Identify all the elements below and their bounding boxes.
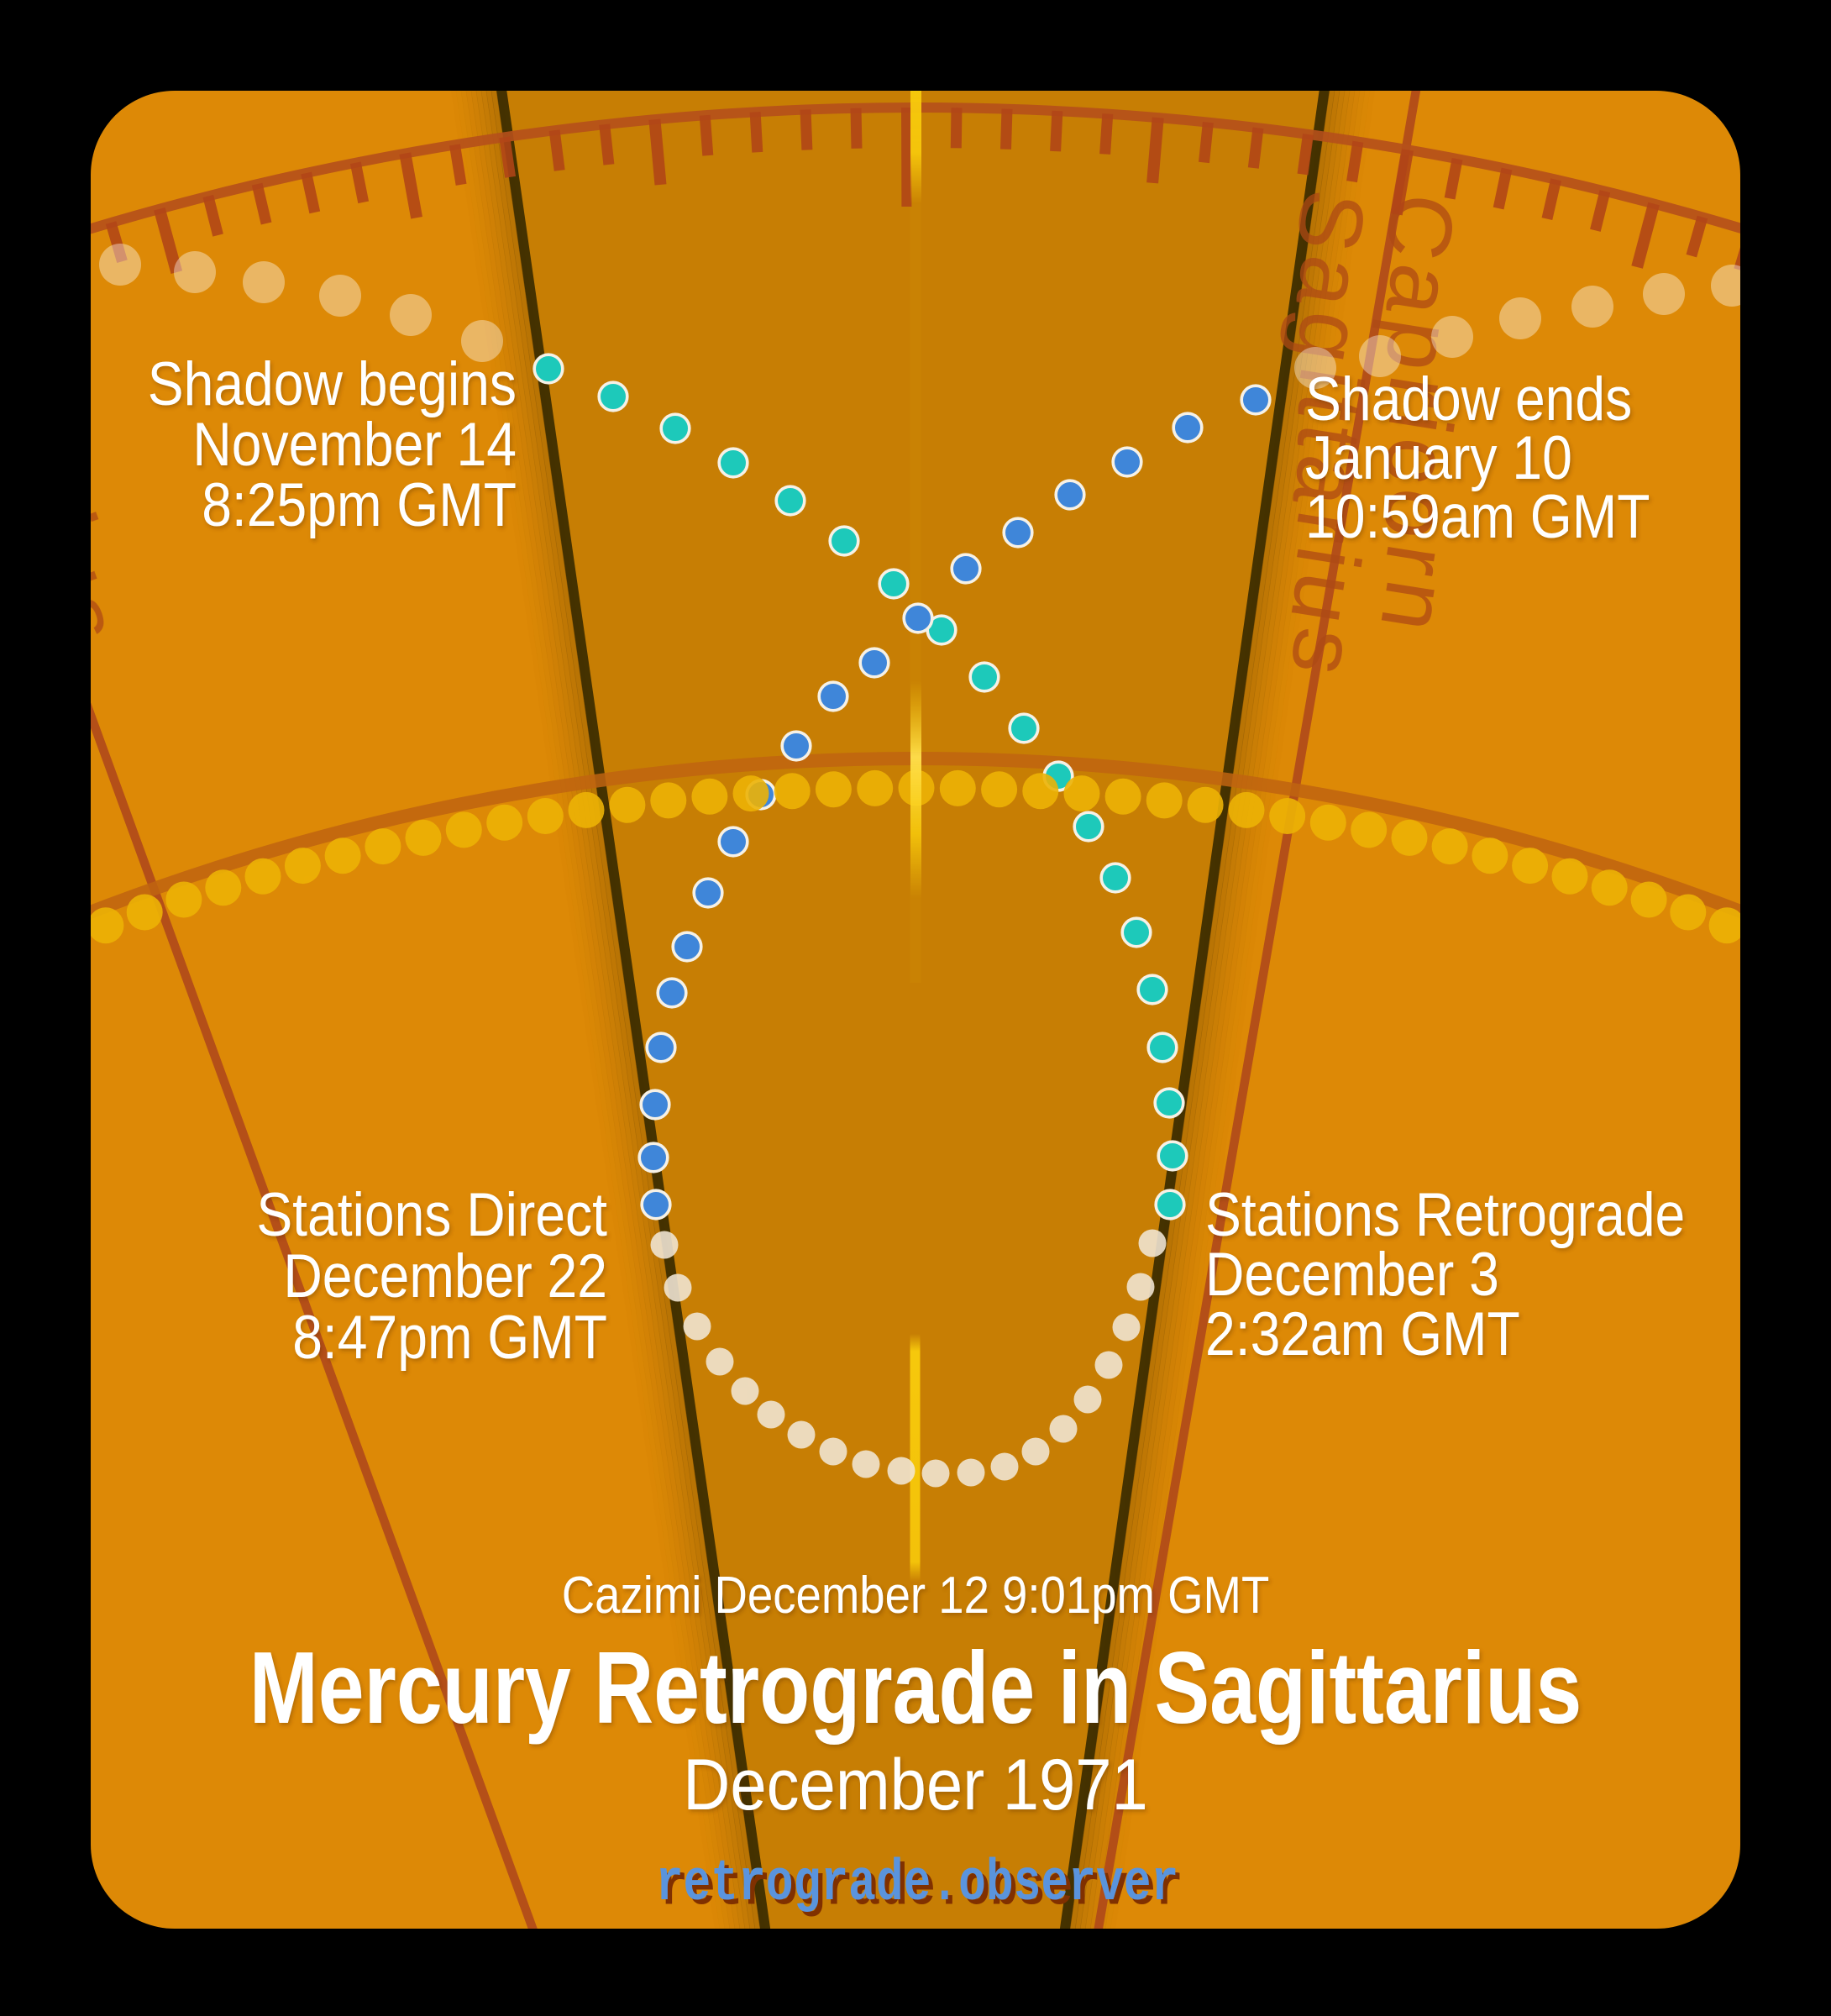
svg-text:Shadow begins: Shadow begins xyxy=(148,349,517,418)
svg-text:retrograde.observer: retrograde.observer xyxy=(656,1851,1178,1917)
svg-text:8:25pm GMT: 8:25pm GMT xyxy=(202,470,517,539)
svg-text:December 3: December 3 xyxy=(1205,1240,1499,1309)
svg-text:10:59am GMT: 10:59am GMT xyxy=(1305,482,1650,551)
svg-text:Stations Direct: Stations Direct xyxy=(256,1180,607,1249)
svg-text:Shadow ends: Shadow ends xyxy=(1305,365,1632,433)
svg-text:December 22: December 22 xyxy=(283,1242,607,1310)
svg-text:Cazimi December 12 9:01pm GMT: Cazimi December 12 9:01pm GMT xyxy=(562,1567,1270,1625)
svg-text:January 10: January 10 xyxy=(1305,423,1572,492)
svg-text:November 14: November 14 xyxy=(192,410,517,479)
svg-text:Capricorn: Capricorn xyxy=(1358,186,1476,644)
svg-text:Stations Retrograde: Stations Retrograde xyxy=(1205,1180,1685,1249)
svg-text:2:32am GMT: 2:32am GMT xyxy=(1205,1299,1520,1368)
svg-text:8:47pm GMT: 8:47pm GMT xyxy=(292,1303,607,1372)
svg-text:December 1971: December 1971 xyxy=(683,1745,1148,1824)
svg-text:Mercury Retrograde in Sagittar: Mercury Retrograde in Sagittarius xyxy=(249,1631,1582,1745)
svg-text:Sagittarius: Sagittarius xyxy=(1268,183,1386,688)
